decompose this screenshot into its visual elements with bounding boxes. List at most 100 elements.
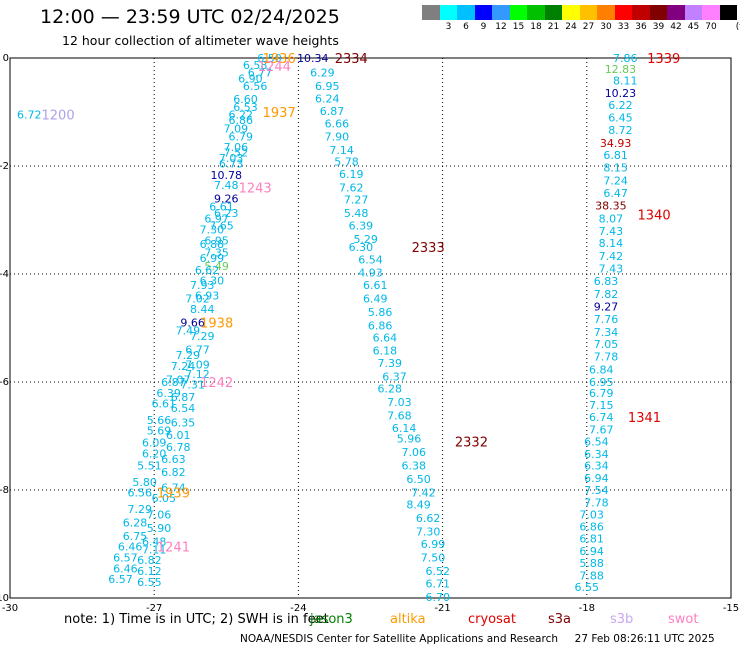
x-tick-label: -27 (146, 603, 162, 614)
wave-height-value: 7.34 (594, 326, 619, 339)
colorbar-label: 39 (652, 22, 665, 32)
wave-height-value: 5.66 (147, 414, 172, 427)
colorbar-label: 3 (445, 22, 452, 32)
wave-height-value: 6.19 (339, 168, 364, 181)
wave-height-value: 10.23 (605, 87, 637, 100)
wave-height-value: 6.79 (589, 387, 614, 400)
colorbar-swatch (719, 5, 737, 20)
wave-height-value: 5.51 (137, 460, 162, 473)
wave-height-value: 6.61 (209, 201, 234, 214)
wave-height-value: 6.39 (156, 387, 181, 400)
y-tick-label: -2 (0, 161, 9, 172)
wave-height-value: 7.29 (190, 330, 215, 343)
track-label: 2334 (335, 52, 368, 67)
wave-height-value: 6.64 (373, 332, 398, 345)
wave-height-value: 6.28 (377, 382, 402, 395)
wave-height-value: 6.75 (123, 530, 148, 543)
wave-height-value: 7.54 (584, 484, 609, 497)
wave-height-value: 10.78 (211, 169, 243, 182)
wave-height-value: 7.24 (171, 360, 196, 373)
wave-height-value: 6.86 (228, 114, 253, 127)
satellite-legend-item: jason3 (310, 612, 353, 627)
chart-subtitle: 12 hour collection of altimeter wave hei… (62, 33, 339, 48)
wave-height-value: 6.58 (243, 59, 268, 72)
wave-height-value: 6.66 (325, 117, 350, 130)
wave-height-value: 6.90 (238, 73, 263, 86)
y-tick-label: -6 (0, 377, 9, 388)
wave-height-value: 6.29 (310, 67, 335, 80)
track-label: 1340 (638, 209, 671, 224)
colorbar-label: 33 (617, 22, 630, 32)
wave-height-value: 7.06 (224, 141, 249, 154)
colorbar-swatch (684, 5, 702, 20)
plot-frame (9, 57, 732, 599)
wave-height-value: 7.03 (387, 396, 412, 409)
wave-height-value: 5.78 (334, 156, 359, 169)
y-tick-label: -10 (0, 593, 9, 604)
wave-height-value: 7.68 (387, 409, 412, 422)
colorbar-label: 70 (705, 22, 717, 32)
wave-height-value: 6.84 (589, 364, 614, 377)
track-label: 1936 (263, 52, 296, 67)
colorbar-label: 12 (495, 22, 507, 32)
wave-height-value: 7.88 (579, 569, 604, 582)
wave-height-value: 7.49 (176, 325, 201, 338)
y-tick-label: 0 (3, 53, 9, 64)
wave-height-value: 6.50 (406, 473, 431, 486)
wave-height-value: 7.50 (421, 552, 446, 565)
wave-height-value: 7.30 (416, 526, 441, 539)
wave-height-value: 6.01 (166, 429, 191, 442)
wave-height-value: 7.09 (185, 359, 210, 372)
wave-height-value: 7.03 (579, 508, 604, 521)
wave-height-value: 7.06 (402, 446, 427, 459)
wave-height-value: 6.97 (204, 212, 229, 225)
wave-height-value: 6.70 (426, 591, 451, 604)
wave-height-value: 7.15 (589, 399, 614, 412)
wave-height-value: 4.93 (358, 266, 383, 279)
track-label: 2333 (412, 241, 445, 256)
wave-height-value: 7.14 (329, 144, 354, 157)
wave-height-value: 6.61 (363, 279, 388, 292)
y-tick-label: -4 (0, 269, 9, 280)
colorbar-label: 21 (547, 22, 560, 32)
y-tick-label: -8 (0, 485, 9, 496)
wave-height-value: 7.29 (176, 349, 201, 362)
wave-height-value: 5.48 (344, 207, 369, 220)
wave-height-value: 7.27 (344, 193, 369, 206)
wave-height-value: 7.78 (584, 496, 609, 509)
colorbar-swatch (422, 5, 440, 20)
wave-height-value: 8.72 (608, 124, 633, 137)
colorbar-swatch (527, 5, 545, 20)
credit-line: NOAA/NESDIS Center for Satellite Applica… (240, 633, 715, 645)
wave-height-value: 6.81 (603, 149, 628, 162)
track-label: 1241 (157, 541, 190, 556)
wave-height-value: 6.22 (228, 109, 253, 122)
wave-height-value: 7.65 (209, 219, 234, 232)
wave-height-value: 6.63 (161, 453, 186, 466)
colorbar-unit: (ft) (735, 22, 740, 32)
colorbar-swatch (702, 5, 720, 20)
wave-height-value: 6.82 (161, 466, 186, 479)
wave-height-value: 6.46 (118, 541, 143, 554)
wave-height-value: 7.12 (185, 368, 210, 381)
track-label: 1937 (263, 106, 296, 121)
wave-height-value: 9.66 (180, 317, 205, 330)
wave-height-value: 6.99 (200, 252, 225, 265)
wave-height-value: 6.18 (373, 345, 398, 358)
footer-note: note: 1) Time is in UTC; 2) SWH is in fe… (64, 612, 329, 627)
wave-height-value: 6.77 (248, 67, 273, 80)
colorbar-swatch (579, 5, 597, 20)
wave-height-value: 6.56 (243, 80, 268, 93)
wave-height-value: 38.35 (595, 199, 627, 212)
colorbar-swatch (597, 5, 615, 20)
wave-height-value: 6.50 (257, 52, 282, 65)
colorbar-swatch (457, 5, 475, 20)
wave-height-value: 7.93 (190, 279, 215, 292)
track-label: 1243 (239, 182, 272, 197)
wave-height-value: 6.34 (584, 460, 609, 473)
wave-height-value: 7.42 (599, 250, 624, 263)
colorbar-label: 15 (512, 22, 525, 32)
wave-height-value: 7.07 (166, 373, 191, 386)
wave-height-value: 7.11 (142, 543, 167, 556)
